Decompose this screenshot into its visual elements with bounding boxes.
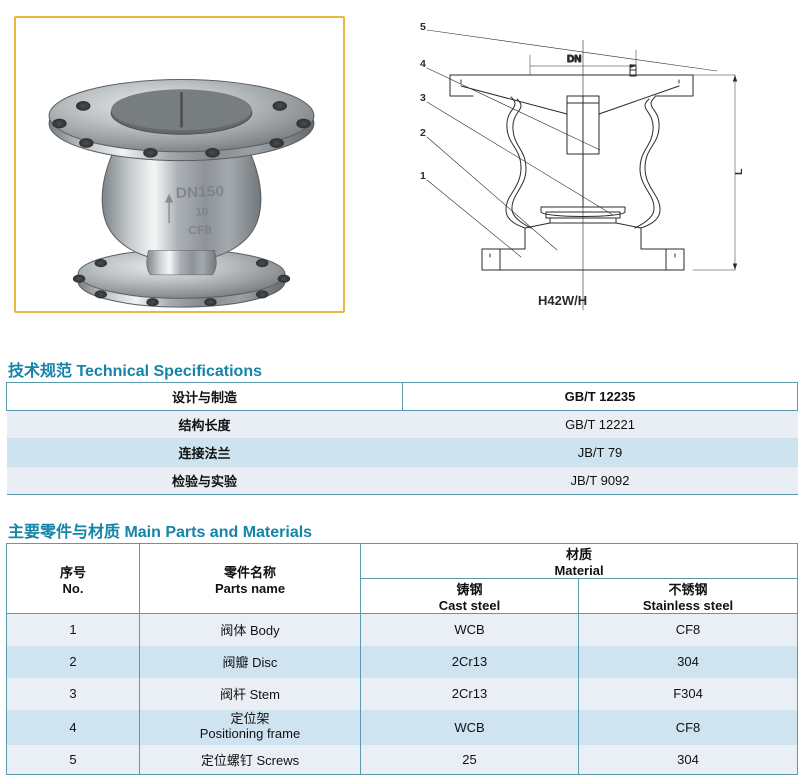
svg-text:4: 4	[420, 58, 426, 70]
svg-text:2: 2	[420, 127, 426, 139]
svg-text:1: 1	[420, 170, 426, 182]
svg-text:5: 5	[420, 21, 426, 33]
svg-text:DN150: DN150	[175, 183, 224, 202]
svg-text:10: 10	[195, 206, 208, 218]
svg-text:CF8: CF8	[188, 223, 212, 238]
svg-text:H42W/H: H42W/H	[538, 293, 587, 308]
svg-text:DN: DN	[567, 54, 581, 65]
svg-text:3: 3	[420, 92, 426, 104]
svg-text:L: L	[733, 168, 745, 175]
